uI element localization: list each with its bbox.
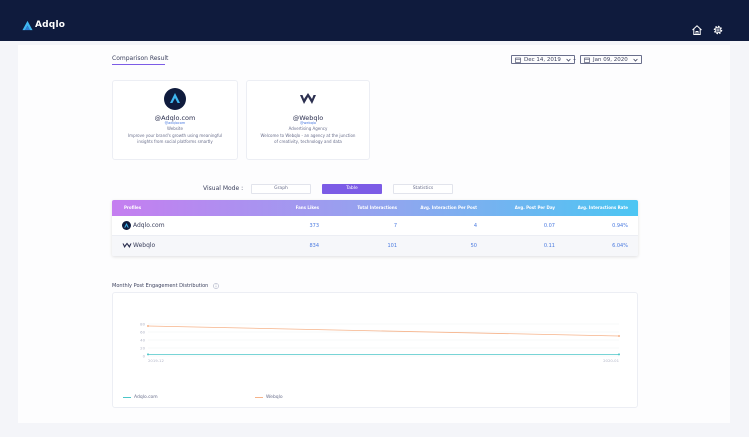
- home-icon[interactable]: [691, 24, 703, 36]
- data-point: [618, 335, 620, 337]
- avg-interaction-per-post-cell: 50: [470, 243, 477, 249]
- info-icon[interactable]: [213, 283, 219, 289]
- fans-likes-cell: 834: [309, 243, 319, 249]
- date-to-value: Jan 09, 2020: [593, 56, 628, 63]
- date-separator: –: [573, 56, 576, 63]
- visual-mode-table-button[interactable]: Table: [322, 184, 382, 194]
- webqlo-logo-icon: [300, 93, 316, 104]
- engagement-chart-card: 0 20 40 60 80 2019-12 2020-01: [112, 292, 638, 408]
- legend-swatch: [123, 396, 131, 399]
- x-tick-label: 2020-01: [603, 358, 619, 363]
- y-tick-label: 60: [140, 330, 145, 335]
- data-point: [147, 325, 149, 327]
- visual-mode-label: Visual Mode :: [203, 185, 244, 192]
- avg-interaction-per-post-cell: 4: [473, 223, 477, 229]
- engagement-line-chart: 0 20 40 60 80 2019-12 2020-01: [140, 322, 620, 363]
- brand[interactable]: Adqlo: [22, 20, 65, 31]
- total-interactions-cell: 7: [393, 223, 397, 229]
- x-tick-label: 2019-12: [148, 358, 164, 363]
- column-header-avg-interactions-rate[interactable]: Avg. Interactions Rate: [577, 205, 628, 210]
- avg-interactions-rate-cell: 0.94%: [612, 223, 628, 229]
- title-underline: [112, 64, 165, 65]
- profile-handle[interactable]: @adqlocom: [164, 121, 186, 125]
- date-from-picker[interactable]: Dec 14, 2019: [511, 55, 575, 64]
- avg-post-per-day-cell: 0.11: [543, 243, 555, 249]
- y-tick-label: 40: [140, 338, 145, 343]
- legend-item-webqlo[interactable]: Webqlo: [255, 395, 283, 400]
- table-row[interactable]: Adqlo.com 373 7 4 0.07 0.94%: [112, 216, 638, 236]
- profile-card-adqlo[interactable]: @Adqlo.com @adqlocom Website Improve you…: [112, 80, 238, 160]
- data-point: [618, 353, 620, 356]
- webqlo-logo-icon: [122, 242, 132, 248]
- adqlo-logo-icon: [22, 20, 33, 31]
- y-tick-label: 0: [143, 354, 146, 359]
- top-navigation-bar: Adqlo: [0, 0, 749, 41]
- avg-interactions-rate-cell: 6.04%: [612, 243, 628, 249]
- data-point: [147, 353, 149, 356]
- profile-category: Website: [167, 126, 183, 131]
- engagement-section-title: Monthly Post Engagement Distribution: [112, 283, 209, 289]
- table-row[interactable]: Webqlo 834 101 50 0.11 6.04%: [112, 236, 638, 256]
- profile-name-cell: Adqlo.com: [133, 222, 165, 229]
- chevron-down-icon: [633, 58, 638, 62]
- legend-swatch: [255, 396, 263, 399]
- column-header-total-interactions[interactable]: Total Interactions: [357, 205, 397, 210]
- brand-name: Adqlo: [35, 20, 66, 30]
- profile-handle[interactable]: @webqlo: [299, 121, 317, 125]
- date-from-value: Dec 14, 2019: [524, 56, 561, 63]
- legend-label: Adqlo.com: [134, 395, 158, 400]
- comparison-result-title: Comparison Result: [112, 55, 169, 62]
- profile-card-webqlo[interactable]: @Webqlo @webqlo Advertising Agency Welco…: [246, 80, 370, 160]
- adqlo-logo-icon: [122, 221, 131, 230]
- total-interactions-cell: 101: [387, 243, 397, 249]
- column-header-avg-post-per-day[interactable]: Avg. Post Per Day: [514, 205, 555, 210]
- series-line: [147, 325, 620, 337]
- column-header-fans-likes[interactable]: Fans Likes: [295, 205, 319, 210]
- date-to-picker[interactable]: Jan 09, 2020: [580, 55, 642, 64]
- profile-description: Improve your brand's growth using meanin…: [128, 133, 222, 144]
- legend-label: Webqlo: [266, 395, 283, 400]
- visual-mode-statistics-button[interactable]: Statistics: [393, 184, 453, 194]
- comparison-table: Profiles Fans Likes Total Interactions A…: [112, 200, 638, 256]
- profile-category: Advertising Agency: [288, 126, 328, 131]
- profile-name: @Webqlo: [292, 114, 324, 122]
- column-header-avg-interaction-per-post[interactable]: Avg. Interaction Per Post: [420, 205, 477, 210]
- adqlo-logo-icon: [164, 88, 186, 110]
- column-header-profiles[interactable]: Profiles: [124, 205, 142, 210]
- calendar-icon: [515, 57, 521, 63]
- table-header: Profiles Fans Likes Total Interactions A…: [112, 200, 638, 216]
- y-tick-label: 20: [140, 346, 145, 351]
- y-tick-label: 80: [140, 322, 145, 327]
- profile-name: @Adqlo.com: [154, 114, 196, 122]
- avg-post-per-day-cell: 0.07: [543, 223, 555, 229]
- calendar-icon: [584, 57, 590, 63]
- fans-likes-cell: 373: [309, 223, 319, 229]
- chevron-down-icon: [566, 58, 571, 62]
- gear-icon[interactable]: [712, 24, 724, 36]
- legend-item-adqlo[interactable]: Adqlo.com: [123, 395, 158, 400]
- profile-name-cell: Webqlo: [133, 242, 156, 249]
- profile-description: Welcome to Webqlo - an agency at the jun…: [260, 133, 356, 144]
- visual-mode-graph-button[interactable]: Graph: [251, 184, 311, 194]
